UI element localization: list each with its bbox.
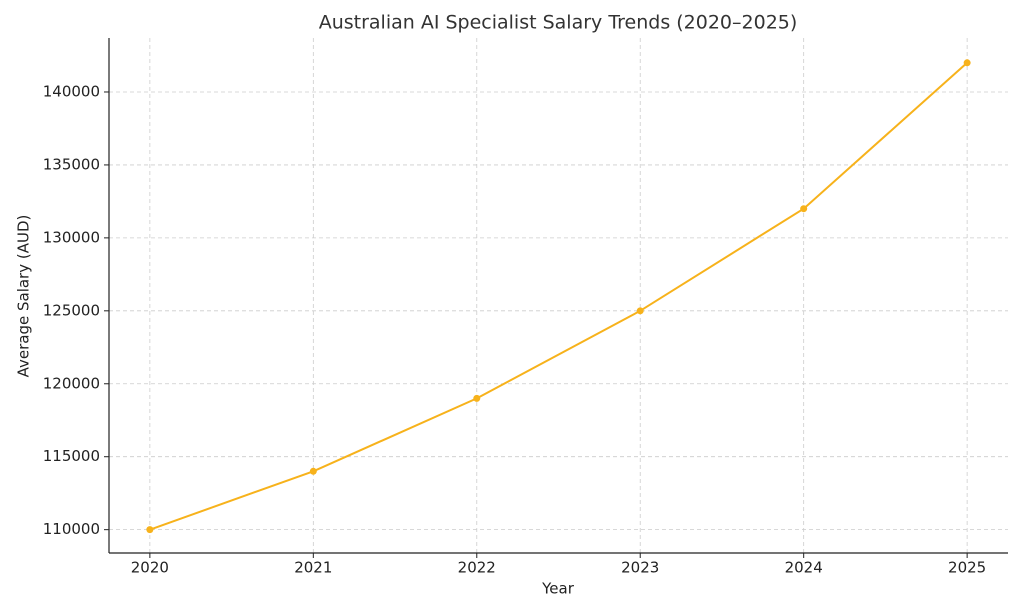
y-tick-label: 135000 bbox=[43, 155, 100, 173]
series-line bbox=[149, 62, 968, 531]
point bbox=[963, 59, 971, 67]
chart-title: Australian AI Specialist Salary Trends (… bbox=[319, 12, 798, 34]
x-axis-label: Year bbox=[541, 580, 575, 598]
point bbox=[309, 467, 317, 475]
y-tick-label: 130000 bbox=[43, 228, 100, 246]
x-tick-label: 2021 bbox=[294, 559, 332, 577]
x-tick-label: 2023 bbox=[621, 559, 659, 577]
y-tick-label: 120000 bbox=[43, 374, 100, 392]
point bbox=[800, 205, 808, 213]
point bbox=[636, 307, 644, 315]
y-tick-label: 115000 bbox=[43, 447, 100, 465]
y-tick-label: 140000 bbox=[43, 82, 100, 100]
x-tick-label: 2025 bbox=[948, 559, 986, 577]
x-tick-label: 2024 bbox=[785, 559, 823, 577]
y-tick-label: 125000 bbox=[43, 301, 100, 319]
x-tick-label: 2022 bbox=[458, 559, 496, 577]
point bbox=[473, 394, 481, 402]
y-axis-label: Average Salary (AUD) bbox=[15, 215, 33, 378]
point bbox=[146, 526, 154, 534]
x-tick-label: 2020 bbox=[131, 559, 169, 577]
y-tick-label: 110000 bbox=[43, 520, 100, 538]
